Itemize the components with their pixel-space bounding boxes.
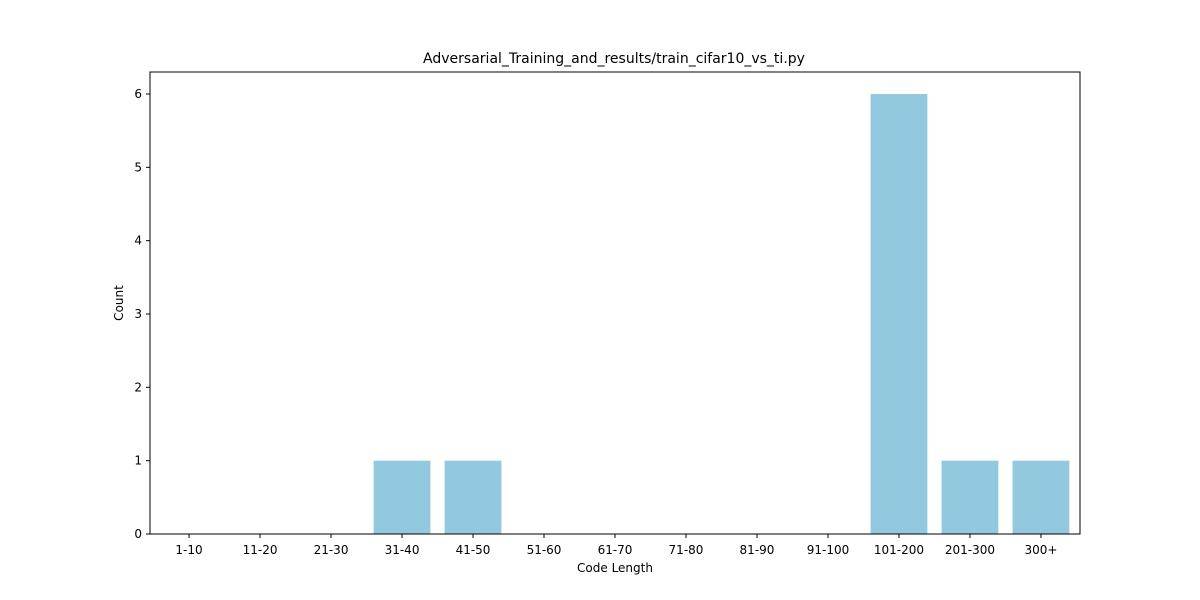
chart-title: Adversarial_Training_and_results/train_c… — [423, 51, 805, 67]
bar-31-40 — [373, 460, 431, 534]
y-tick-label: 1 — [134, 454, 142, 468]
y-tick-label: 5 — [134, 160, 142, 174]
bar-41-50 — [444, 460, 502, 534]
x-tick-label: 11-20 — [243, 543, 278, 557]
x-tick-label: 31-40 — [385, 543, 420, 557]
x-tick-label: 71-80 — [669, 543, 704, 557]
x-tick-label: 101-200 — [874, 543, 924, 557]
x-tick-label: 201-300 — [945, 543, 995, 557]
x-axis-label: Code Length — [577, 561, 653, 575]
x-tick-label: 51-60 — [527, 543, 562, 557]
plot-frame — [149, 71, 1081, 535]
bar-101-200 — [870, 94, 928, 534]
y-tick-label: 4 — [134, 234, 142, 248]
x-tick-label: 61-70 — [598, 543, 633, 557]
x-tick-label: 1-10 — [175, 543, 202, 557]
y-axis-label: Count — [112, 285, 126, 321]
x-tick-label: 81-90 — [740, 543, 775, 557]
y-tick-label: 0 — [134, 527, 142, 541]
x-tick-label: 91-100 — [807, 543, 850, 557]
y-tick-label: 2 — [134, 380, 142, 394]
x-tick-label: 41-50 — [456, 543, 491, 557]
bar-300+ — [1012, 460, 1070, 534]
x-axis: 1-10 11-20 21-30 31-40 41-50 51-60 61-70 71-80 8… — [175, 534, 1057, 557]
y-tick-label: 3 — [134, 307, 142, 321]
x-tick-label: 21-30 — [314, 543, 349, 557]
bars-group — [373, 94, 1070, 534]
bar-201-300 — [941, 460, 999, 534]
y-tick-label: 6 — [134, 87, 142, 101]
y-axis: 0 1 2 3 4 5 6 — [134, 87, 150, 541]
x-tick-label: 300+ — [1024, 543, 1057, 557]
